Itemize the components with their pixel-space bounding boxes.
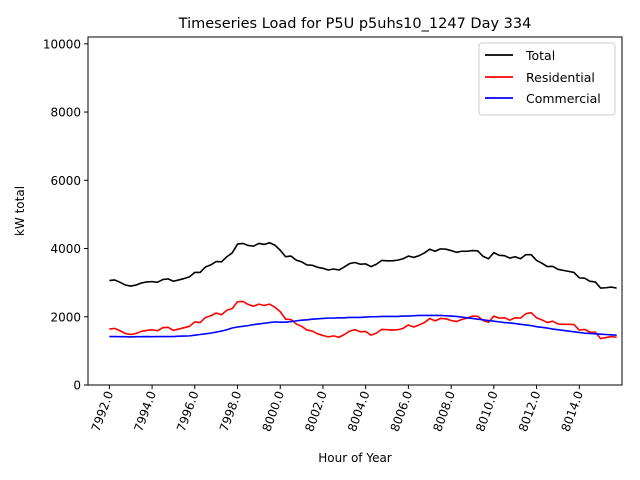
y-tick-label: 10000 xyxy=(43,37,81,51)
x-tick-label: 7998.0 xyxy=(217,389,245,433)
y-axis-label: kW total xyxy=(13,186,27,236)
y-tick-label: 2000 xyxy=(50,310,81,324)
x-axis-label: Hour of Year xyxy=(318,451,392,465)
x-tick-label: 8002.0 xyxy=(302,389,330,433)
x-tick-label: 8000.0 xyxy=(260,389,288,433)
x-tick-label: 8006.0 xyxy=(388,389,416,433)
y-tick-label: 4000 xyxy=(50,242,81,256)
x-tick-label: 8010.0 xyxy=(473,389,501,433)
y-tick-label: 0 xyxy=(73,379,81,393)
x-tick-label: 7994.0 xyxy=(131,389,159,433)
series-line-commercial xyxy=(109,314,617,338)
x-tick-label: 8008.0 xyxy=(430,389,458,433)
series-line-residential xyxy=(109,300,617,340)
x-tick-label: 7996.0 xyxy=(174,389,202,433)
x-tick-label: 8012.0 xyxy=(516,389,544,433)
x-axis: 7992.0 7994.0 7996.0 7998.0 8000.0 8002.0 8004… xyxy=(89,385,586,433)
x-tick-label: 8004.0 xyxy=(345,389,373,433)
legend: Total Residential Commercial xyxy=(478,42,616,116)
legend-label-total: Total xyxy=(525,48,555,63)
series-line-total xyxy=(109,241,617,289)
x-tick-label: 7992.0 xyxy=(89,389,117,433)
legend-box xyxy=(478,42,616,116)
chart-title: Timeseries Load for P5U p5uhs10_1247 Day… xyxy=(178,16,532,32)
x-tick-label: 8014.0 xyxy=(559,389,587,433)
y-tick-label: 6000 xyxy=(50,174,81,188)
y-axis: 0 2000 4000 6000 8000 10000 xyxy=(43,37,88,393)
legend-label-commercial: Commercial xyxy=(526,91,601,106)
y-tick-label: 8000 xyxy=(50,106,81,120)
legend-label-residential: Residential xyxy=(526,70,595,85)
plot-border xyxy=(87,36,623,386)
